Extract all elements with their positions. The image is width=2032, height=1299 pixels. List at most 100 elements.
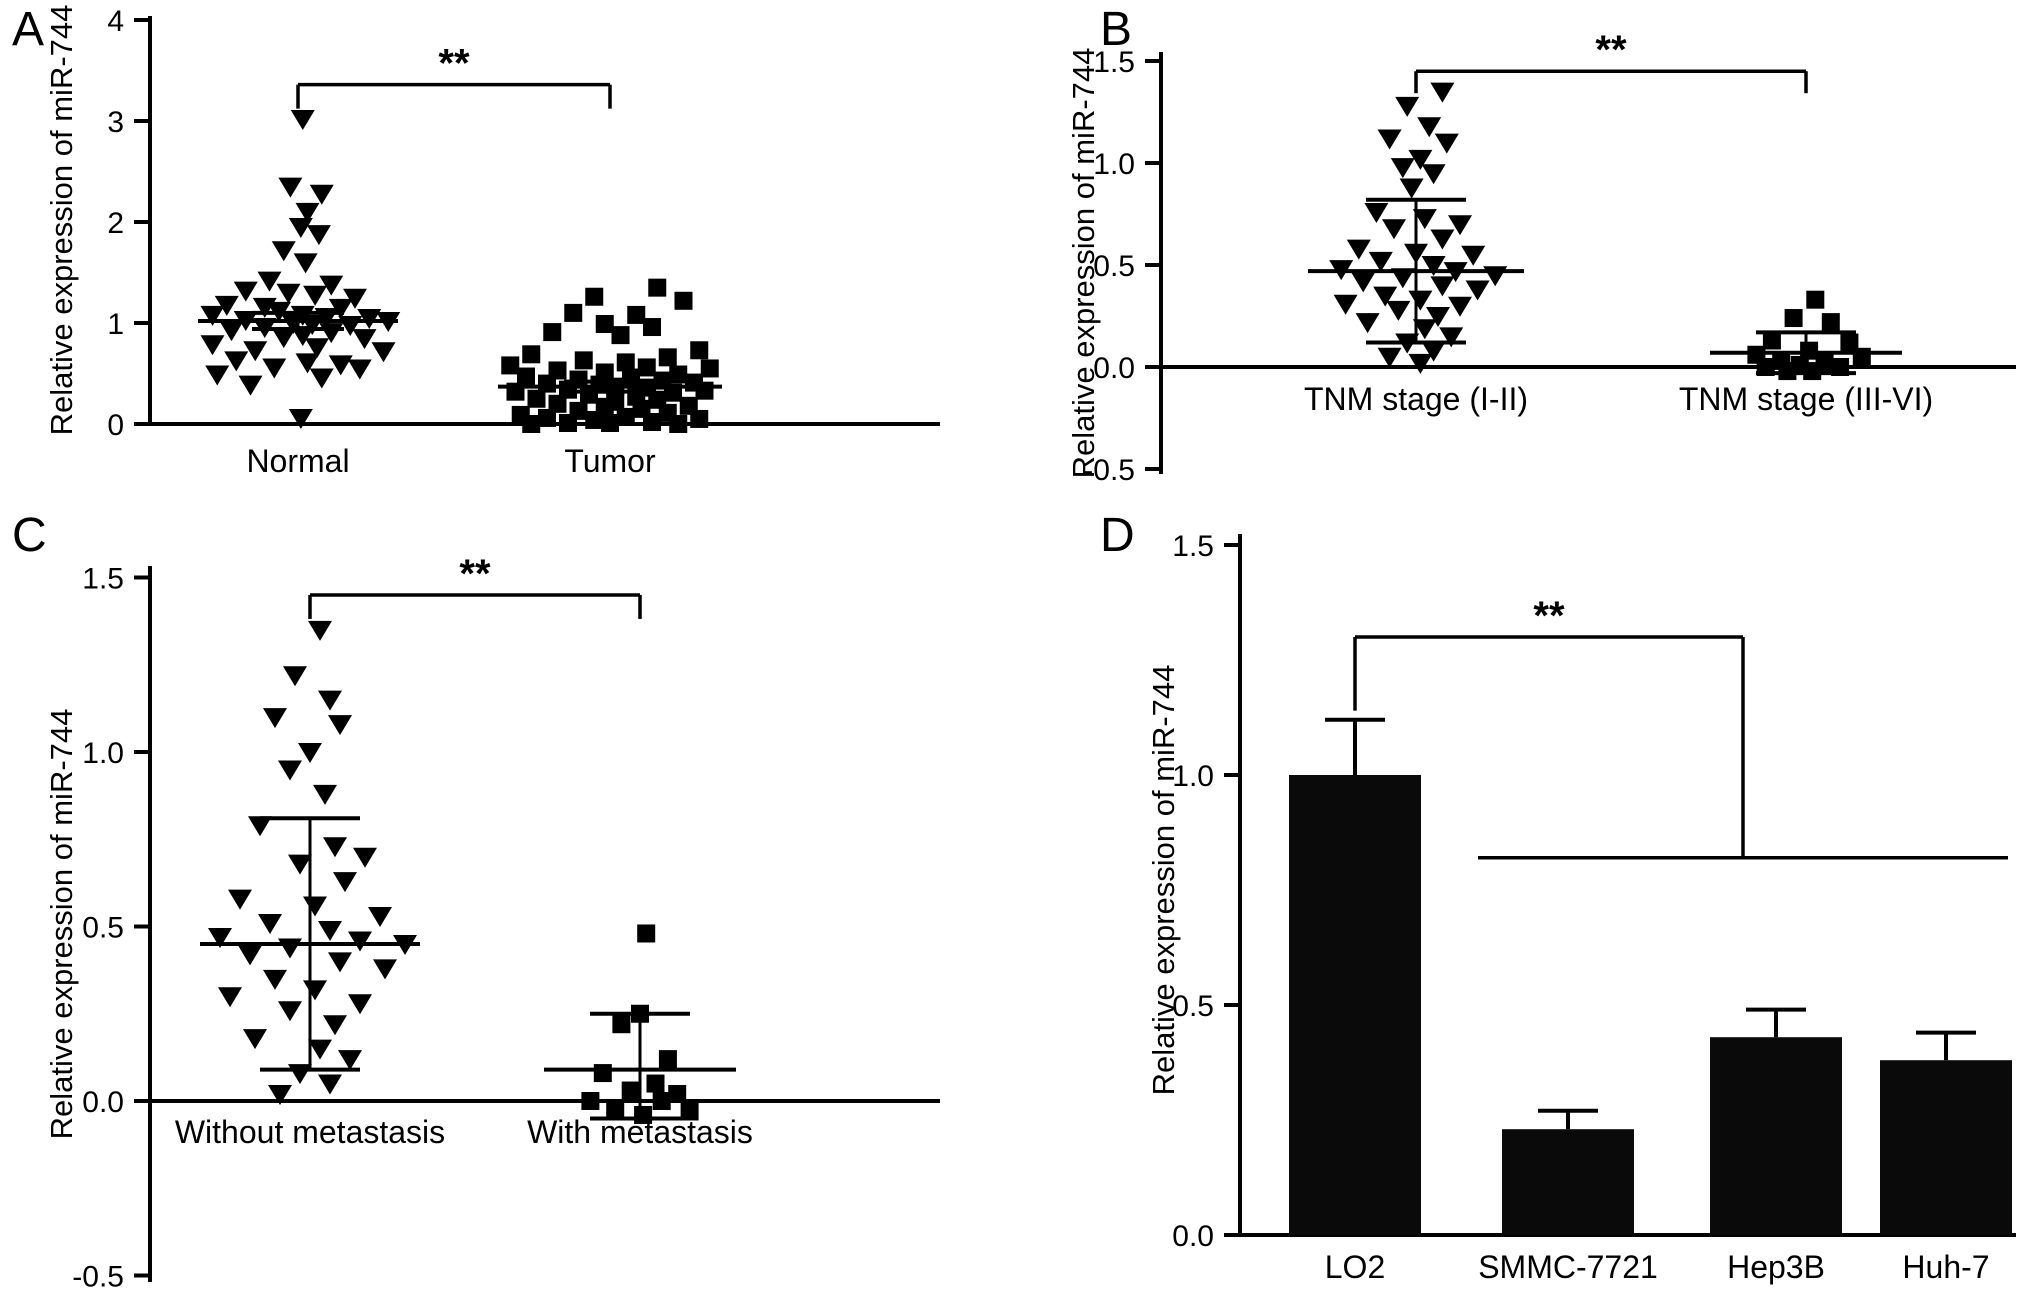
data-point-marker: [308, 1039, 332, 1060]
data-point-marker: [278, 1001, 302, 1022]
data-point-marker: [548, 394, 567, 413]
y-tick-label: 1.5: [82, 563, 124, 596]
data-point-marker: [674, 291, 693, 310]
data-point-marker: [1386, 300, 1411, 321]
data-point-marker: [585, 410, 604, 429]
data-point-marker: [309, 368, 334, 389]
data-point-marker: [1430, 276, 1455, 297]
y-tick-label: 1.0: [1093, 148, 1135, 181]
data-point-marker: [233, 281, 258, 302]
data-point-marker: [348, 931, 372, 952]
data-point-marker: [1395, 96, 1420, 117]
bar: [1502, 1129, 1634, 1235]
data-point-marker: [319, 275, 344, 296]
data-point-marker: [1377, 129, 1402, 150]
data-point-marker: [295, 353, 320, 374]
y-tick-label: 0.0: [82, 1086, 124, 1119]
data-point-marker: [263, 969, 287, 990]
significance-label: **: [1595, 28, 1627, 72]
data-point-marker: [611, 326, 630, 345]
data-point-marker: [559, 413, 577, 432]
bar: [1710, 1037, 1842, 1235]
data-point-marker: [205, 365, 230, 386]
y-tick-label: 0.0: [1172, 1220, 1214, 1253]
data-point-marker: [328, 952, 352, 973]
data-point-marker: [328, 355, 353, 376]
data-point-marker: [303, 896, 327, 917]
data-point-marker: [218, 987, 242, 1008]
panel-letter-b: B: [1100, 3, 1133, 56]
data-point-marker: [224, 351, 249, 372]
data-point-marker: [373, 959, 397, 980]
data-point-marker: [309, 184, 334, 205]
significance-label: **: [1533, 594, 1565, 638]
data-point-marker: [318, 1074, 342, 1095]
y-tick-label: 4: [107, 5, 124, 38]
data-point-marker: [200, 335, 225, 356]
panel-a-chart: 0 1 2 3 4 Normal Tumor **: [107, 5, 940, 479]
data-point-marker: [328, 715, 352, 736]
y-tick-label: 1: [107, 308, 124, 341]
data-point-marker: [616, 353, 635, 372]
data-point-marker: [1762, 331, 1781, 350]
data-point-marker: [1421, 164, 1446, 185]
data-point-marker: [634, 1105, 653, 1124]
data-point-marker: [290, 326, 315, 347]
data-point-marker: [333, 872, 357, 893]
data-point-marker: [1399, 178, 1424, 199]
data-point-marker: [347, 359, 372, 380]
y-tick-label: 1.5: [1172, 530, 1214, 563]
category-label: SMMC-7721: [1478, 1249, 1658, 1285]
y-tick-label: -0.5: [1083, 454, 1135, 487]
data-point-marker: [263, 708, 287, 729]
data-point-marker: [283, 666, 307, 687]
data-point-marker: [1382, 219, 1406, 240]
data-point-marker: [501, 356, 520, 375]
data-point-marker: [658, 348, 677, 367]
data-point-marker: [243, 341, 268, 362]
data-point-marker: [248, 816, 272, 837]
data-point-marker: [637, 358, 656, 377]
category-label: LO2: [1325, 1249, 1385, 1285]
data-point-marker: [1368, 251, 1393, 272]
y-tick-label: 1.0: [1172, 760, 1214, 793]
data-point-marker: [1373, 286, 1398, 307]
data-point-marker: [352, 329, 377, 350]
data-point-marker: [601, 413, 619, 432]
data-point-marker: [343, 288, 367, 309]
data-point-marker: [522, 415, 541, 433]
panel-d-chart: 0.0 0.5 1.0 1.5 LO2 SMMC-7721 Hep3B Huh-7 **: [1172, 530, 2016, 1285]
data-point-marker: [1784, 309, 1803, 328]
data-point-marker: [318, 690, 342, 711]
y-tick-label: 0: [107, 409, 124, 442]
data-point-marker: [318, 920, 342, 941]
data-point-marker: [293, 253, 318, 274]
data-point-marker: [1408, 149, 1433, 170]
data-point-marker: [1430, 229, 1455, 250]
data-point-marker: [1852, 347, 1871, 366]
data-point-marker: [1448, 296, 1472, 317]
data-point-marker: [278, 760, 302, 781]
data-point-marker: [238, 945, 262, 966]
data-point-marker: [543, 323, 562, 342]
panel-letter-d: D: [1100, 509, 1135, 562]
data-point-marker: [643, 318, 661, 337]
y-tick-label: 0.0: [1093, 352, 1135, 385]
data-point-marker: [323, 837, 347, 858]
data-point-marker: [1390, 268, 1415, 289]
data-point-marker: [298, 743, 322, 763]
data-point-marker: [1346, 239, 1371, 260]
data-point-marker: [1461, 245, 1486, 266]
data-point-marker: [527, 389, 546, 408]
data-point-marker: [585, 287, 604, 306]
data-point-marker: [669, 365, 688, 384]
y-tick-label: 0.5: [1093, 250, 1135, 283]
data-point-marker: [669, 415, 688, 433]
data-point-marker: [621, 1081, 640, 1100]
data-point-marker: [258, 914, 282, 935]
data-point-marker: [658, 1050, 677, 1069]
data-point-marker: [208, 927, 232, 948]
category-label: Hep3B: [1727, 1249, 1825, 1285]
